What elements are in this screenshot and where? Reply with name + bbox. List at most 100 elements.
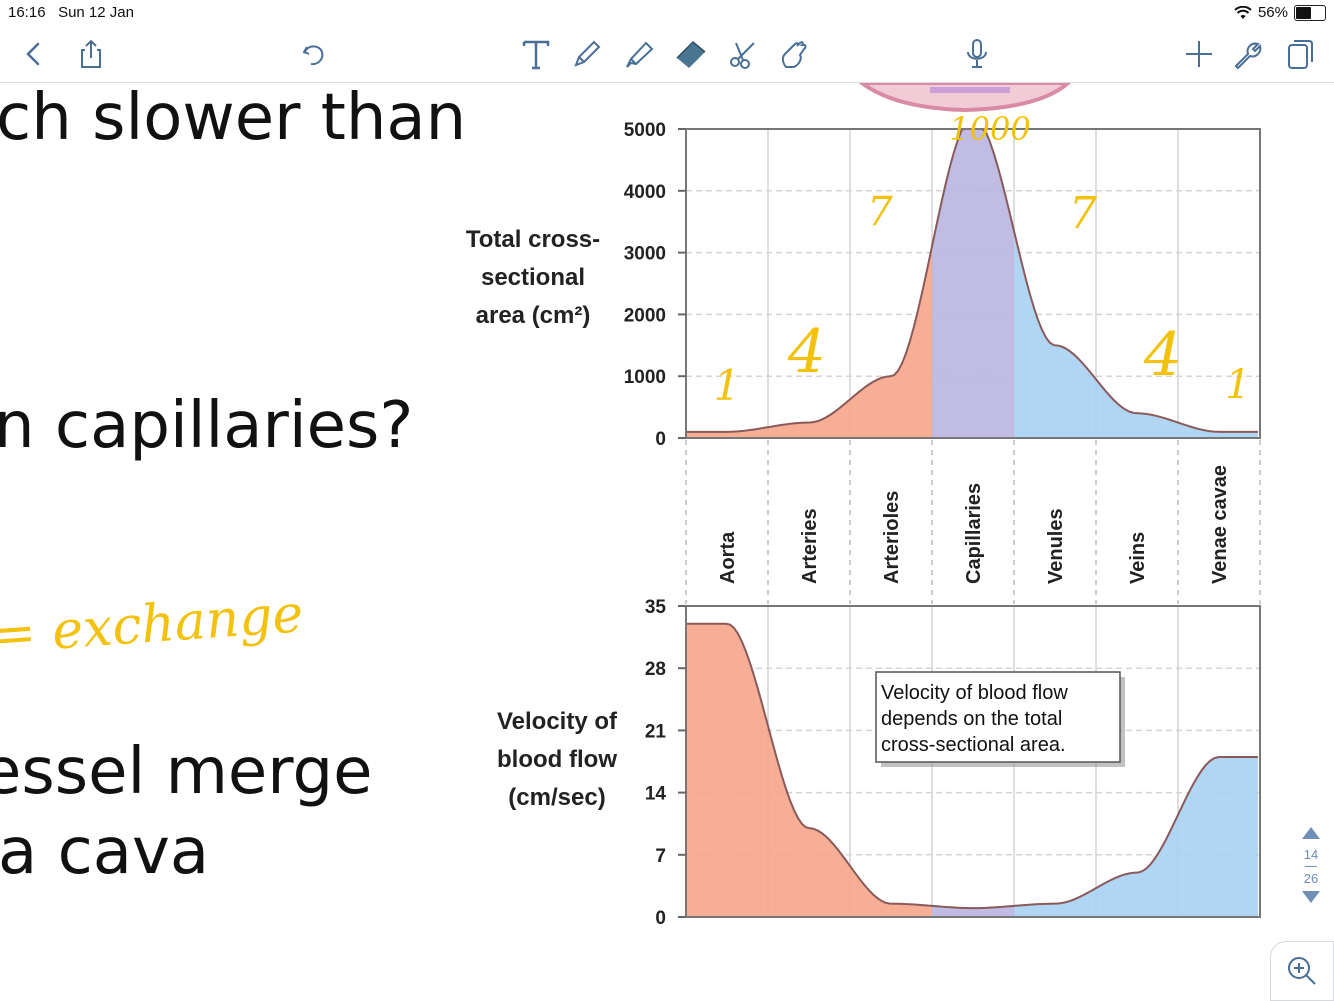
y-tick-label: 35: [645, 597, 667, 618]
status-date: Sun 12 Jan: [58, 4, 134, 21]
chart-callout-box: Velocity of blood flow depends on the to…: [875, 671, 1125, 767]
bottom-chart-areas: [686, 622, 1258, 917]
handwritten-annotation: = exchange: [0, 584, 306, 666]
arterial-area: [686, 623, 932, 917]
y-tick-label: 14: [645, 784, 667, 805]
axis-title-line: Total cross-: [466, 226, 600, 253]
page-up-icon[interactable]: [1301, 826, 1321, 840]
microphone-button[interactable]: [957, 34, 997, 74]
text-tool-button[interactable]: [516, 34, 556, 74]
axis-title-line: Velocity of: [497, 708, 618, 735]
highlighter-tool-button[interactable]: [619, 34, 659, 74]
category-label: Arteries: [799, 508, 821, 584]
bottom-chart-frame: [685, 605, 1261, 918]
y-tick-label: 2000: [624, 305, 666, 326]
series-line: [686, 622, 1258, 910]
toolbar: [0, 28, 1334, 83]
blood-flow-chart: 5000 4000 3000 2000 1000 0 Total cross-sectio…: [466, 83, 1261, 929]
y-tick-label: 0: [655, 429, 666, 450]
microphone-icon: [967, 39, 987, 68]
ink-number: 7: [867, 189, 893, 235]
callout-line: cross-sectional area.: [881, 734, 1066, 756]
wrench-icon: [1234, 42, 1262, 70]
axis-title-line: area (cm²): [476, 302, 591, 329]
top-chart-ylabel: Total cross-sectional area (cm²): [466, 226, 600, 329]
y-tick-label: 5000: [624, 120, 666, 141]
category-label: Arterioles: [881, 491, 903, 584]
y-tick-label: 21: [645, 721, 667, 742]
capillary-area: [932, 129, 1014, 438]
capillary-area: [932, 905, 1014, 917]
status-left: 16:16 Sun 12 Jan: [8, 4, 134, 21]
axis-title-line: (cm/sec): [508, 784, 605, 811]
page-divider: [1305, 866, 1317, 867]
share-button[interactable]: [71, 34, 111, 74]
total-pages: 26: [1303, 871, 1319, 886]
callout-line: Velocity of blood flow: [881, 682, 1068, 704]
share-icon: [81, 39, 101, 68]
current-page: 14: [1303, 847, 1319, 862]
category-dividers: [685, 440, 1261, 604]
battery-icon: [1294, 4, 1326, 21]
status-time: 16:16: [8, 4, 46, 21]
zoom-button[interactable]: [1270, 941, 1334, 1001]
lasso-scissors-icon: [730, 42, 755, 69]
axis-title-line: sectional: [481, 264, 585, 291]
highlighter-icon: [626, 41, 654, 68]
lasso-tool-button[interactable]: [723, 34, 763, 74]
eraser-icon: [676, 40, 706, 68]
status-bar: 16:16 Sun 12 Jan 56%: [0, 0, 1334, 28]
category-label: Venae cavae: [1209, 465, 1231, 584]
category-label: Veins: [1127, 532, 1149, 584]
top-chart-yticks: 5000 4000 3000 2000 1000 0: [624, 120, 686, 450]
ink-number: 1: [1225, 362, 1250, 408]
ink-number: 1: [714, 361, 741, 410]
document-page[interactable]: ch slower than n capillaries? essel merg…: [0, 83, 1334, 1001]
y-tick-label: 1000: [624, 367, 666, 388]
eraser-tool-button[interactable]: [671, 34, 711, 74]
heart-image-fragment: [858, 83, 1072, 113]
callout-line: depends on the total: [881, 708, 1062, 730]
category-label: Capillaries: [963, 483, 985, 584]
battery-fill: [1296, 6, 1311, 19]
touch-tool-button[interactable]: [773, 34, 813, 74]
venous-area: [1014, 214, 1258, 438]
undo-button[interactable]: [294, 34, 334, 74]
ink-number: 4: [1143, 320, 1182, 390]
ink-number: 7: [1069, 188, 1097, 239]
plus-icon: [1186, 41, 1212, 67]
top-chart-frame: [685, 128, 1261, 439]
axis-title-line: blood flow: [497, 746, 617, 773]
page-navigator: 14 26: [1296, 826, 1326, 907]
y-tick-label: 28: [645, 659, 666, 680]
battery-percent: 56%: [1257, 4, 1288, 21]
page-down-icon[interactable]: [1301, 890, 1321, 904]
y-tick-label: 7: [655, 846, 666, 867]
bottom-chart-ylabel: Velocity of blood flow (cm/sec): [497, 708, 618, 811]
category-label: Aorta: [717, 531, 739, 584]
pages-button[interactable]: [1280, 34, 1320, 74]
pages-icon: [1288, 40, 1313, 69]
slide-text-line: essel merge: [0, 735, 373, 809]
y-tick-label: 4000: [624, 182, 666, 203]
top-chart-areas: [686, 128, 1258, 438]
pen-tool-button[interactable]: [567, 34, 607, 74]
category-label: Venules: [1045, 508, 1067, 584]
settings-button[interactable]: [1228, 34, 1268, 74]
y-tick-label: 0: [655, 908, 666, 929]
wifi-icon: [1234, 5, 1252, 19]
ink-number: 1000: [949, 110, 1030, 148]
back-button[interactable]: [14, 34, 54, 74]
venous-area: [1014, 757, 1258, 917]
pen-icon: [574, 40, 601, 67]
back-chevron-icon: [26, 42, 40, 66]
zoom-in-icon: [1288, 957, 1316, 985]
text-tool-icon: [522, 40, 550, 70]
arterial-area: [686, 236, 932, 438]
undo-icon: [302, 45, 324, 66]
ink-number: 4: [787, 317, 826, 387]
add-page-button[interactable]: [1179, 34, 1219, 74]
slide-text-line: n capillaries?: [0, 389, 414, 463]
slide-text-line: ch slower than: [0, 83, 467, 155]
